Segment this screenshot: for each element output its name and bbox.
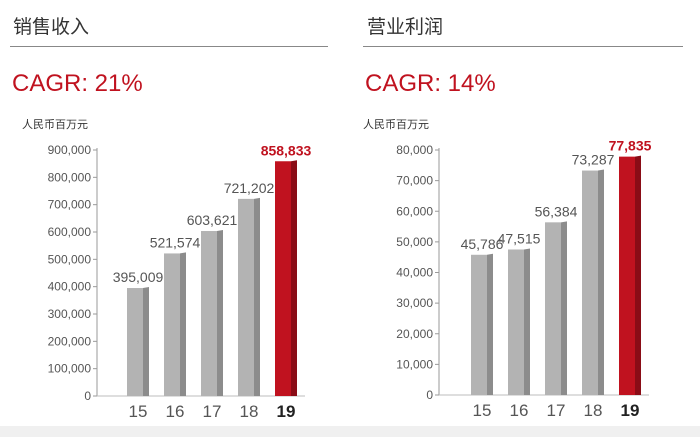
profit-y-tick-label: 70,000 xyxy=(396,174,433,188)
profit-title: 营业利润 xyxy=(367,16,444,38)
revenue-bar-17 xyxy=(201,231,217,396)
revenue-y-tick-label: 800,000 xyxy=(48,170,92,184)
profit-bar-side-16 xyxy=(524,248,530,395)
profit-y-tick-label: 20,000 xyxy=(396,327,433,341)
profit-value-label-17: 56,384 xyxy=(535,203,578,219)
revenue-category-label-15: 15 xyxy=(129,402,148,421)
revenue-y-tick-label: 100,000 xyxy=(48,362,92,376)
revenue-value-label-19: 858,833 xyxy=(261,142,312,158)
revenue-category-label-17: 17 xyxy=(203,402,222,421)
revenue-y-tick-label: 600,000 xyxy=(48,225,92,239)
profit-y-tick-label: 0 xyxy=(426,388,433,402)
profit-category-label-19: 19 xyxy=(621,401,640,420)
revenue-y-tick-label: 700,000 xyxy=(48,198,92,212)
revenue-bar-19 xyxy=(275,161,291,396)
revenue-category-label-19: 19 xyxy=(277,402,296,421)
profit-y-tick-label: 10,000 xyxy=(396,357,433,371)
revenue-title-rule xyxy=(10,46,328,47)
profit-unit-label: 人民币百万元 xyxy=(363,118,429,131)
profit-y-tick-label: 50,000 xyxy=(396,235,433,249)
profit-bar-side-17 xyxy=(561,221,567,395)
revenue-y-tick-label: 0 xyxy=(84,389,91,403)
profit-category-label-17: 17 xyxy=(547,401,566,420)
profit-category-label-16: 16 xyxy=(510,401,529,420)
profit-value-label-16: 47,515 xyxy=(498,230,541,246)
revenue-y-tick-label: 500,000 xyxy=(48,252,92,266)
revenue-y-tick-label: 400,000 xyxy=(48,280,92,294)
revenue-cagr: CAGR: 21% xyxy=(12,70,143,97)
profit-y-tick-label: 80,000 xyxy=(396,143,433,157)
revenue-bar-15 xyxy=(127,288,143,396)
profit-bar-18 xyxy=(582,170,598,395)
revenue-bar-side-19 xyxy=(291,160,297,396)
profit-title-rule xyxy=(363,46,683,47)
revenue-bar-side-15 xyxy=(143,287,149,396)
revenue-y-tick-label: 900,000 xyxy=(48,143,92,157)
profit-category-label-18: 18 xyxy=(584,401,603,420)
profit-value-label-18: 73,287 xyxy=(572,152,615,168)
profit-y-tick-label: 40,000 xyxy=(396,266,433,280)
revenue-bar-side-16 xyxy=(180,252,186,396)
profit-cagr: CAGR: 14% xyxy=(365,70,496,97)
revenue-unit-label: 人民币百万元 xyxy=(22,118,88,131)
profit-y-tick-label: 60,000 xyxy=(396,204,433,218)
revenue-value-label-15: 395,009 xyxy=(113,269,164,285)
profit-value-label-15: 45,786 xyxy=(461,236,504,252)
revenue-title: 销售收入 xyxy=(13,16,90,38)
bottom-band xyxy=(0,426,700,437)
revenue-y-tick-label: 300,000 xyxy=(48,307,92,321)
profit-value-label-19: 77,835 xyxy=(609,138,652,154)
revenue-value-label-16: 521,574 xyxy=(150,234,201,250)
revenue-value-label-18: 721,202 xyxy=(224,180,275,196)
profit-y-tick-label: 30,000 xyxy=(396,296,433,310)
revenue-panel: 销售收入 CAGR: 21% 人民币百万元 xyxy=(0,0,330,437)
profit-panel: 营业利润 CAGR: 14% 人民币百万元 xyxy=(355,0,685,437)
revenue-category-label-16: 16 xyxy=(166,402,185,421)
profit-bar-side-18 xyxy=(598,169,604,395)
revenue-category-label-18: 18 xyxy=(240,402,259,421)
revenue-bar-18 xyxy=(238,198,254,396)
revenue-bar-side-18 xyxy=(254,197,260,396)
profit-bar-16 xyxy=(508,249,524,395)
revenue-y-tick-label: 200,000 xyxy=(48,334,92,348)
revenue-value-label-17: 603,621 xyxy=(187,212,238,228)
revenue-bar-16 xyxy=(164,253,180,396)
profit-bar-17 xyxy=(545,222,561,395)
profit-bar-side-19 xyxy=(635,155,641,395)
profit-bar-side-15 xyxy=(487,253,493,395)
profit-bar-19 xyxy=(619,156,635,395)
revenue-bar-side-17 xyxy=(217,230,223,396)
profit-category-label-15: 15 xyxy=(473,401,492,420)
profit-bar-15 xyxy=(471,254,487,395)
